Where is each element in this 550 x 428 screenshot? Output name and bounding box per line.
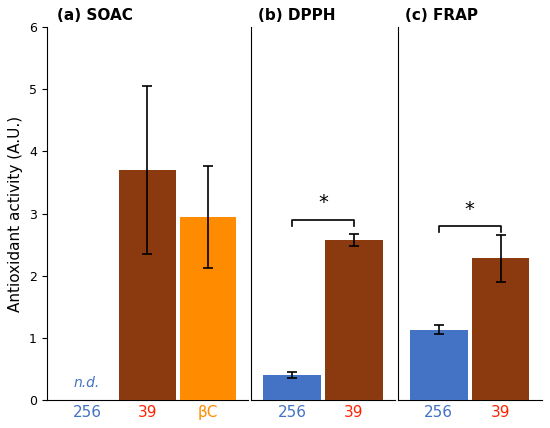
Text: n.d.: n.d. xyxy=(74,377,100,390)
Bar xyxy=(472,258,529,400)
Text: (b) DPPH: (b) DPPH xyxy=(258,8,336,24)
Text: (c) FRAP: (c) FRAP xyxy=(405,8,478,24)
Text: *: * xyxy=(318,193,328,212)
Text: (a) SOAC: (a) SOAC xyxy=(57,8,133,24)
Bar xyxy=(410,330,468,400)
Bar xyxy=(325,240,383,400)
Y-axis label: Antioxidant activity (A.U.): Antioxidant activity (A.U.) xyxy=(8,116,23,312)
Bar xyxy=(119,170,175,400)
Bar xyxy=(180,217,236,400)
Bar xyxy=(263,375,321,400)
Text: *: * xyxy=(465,199,475,219)
